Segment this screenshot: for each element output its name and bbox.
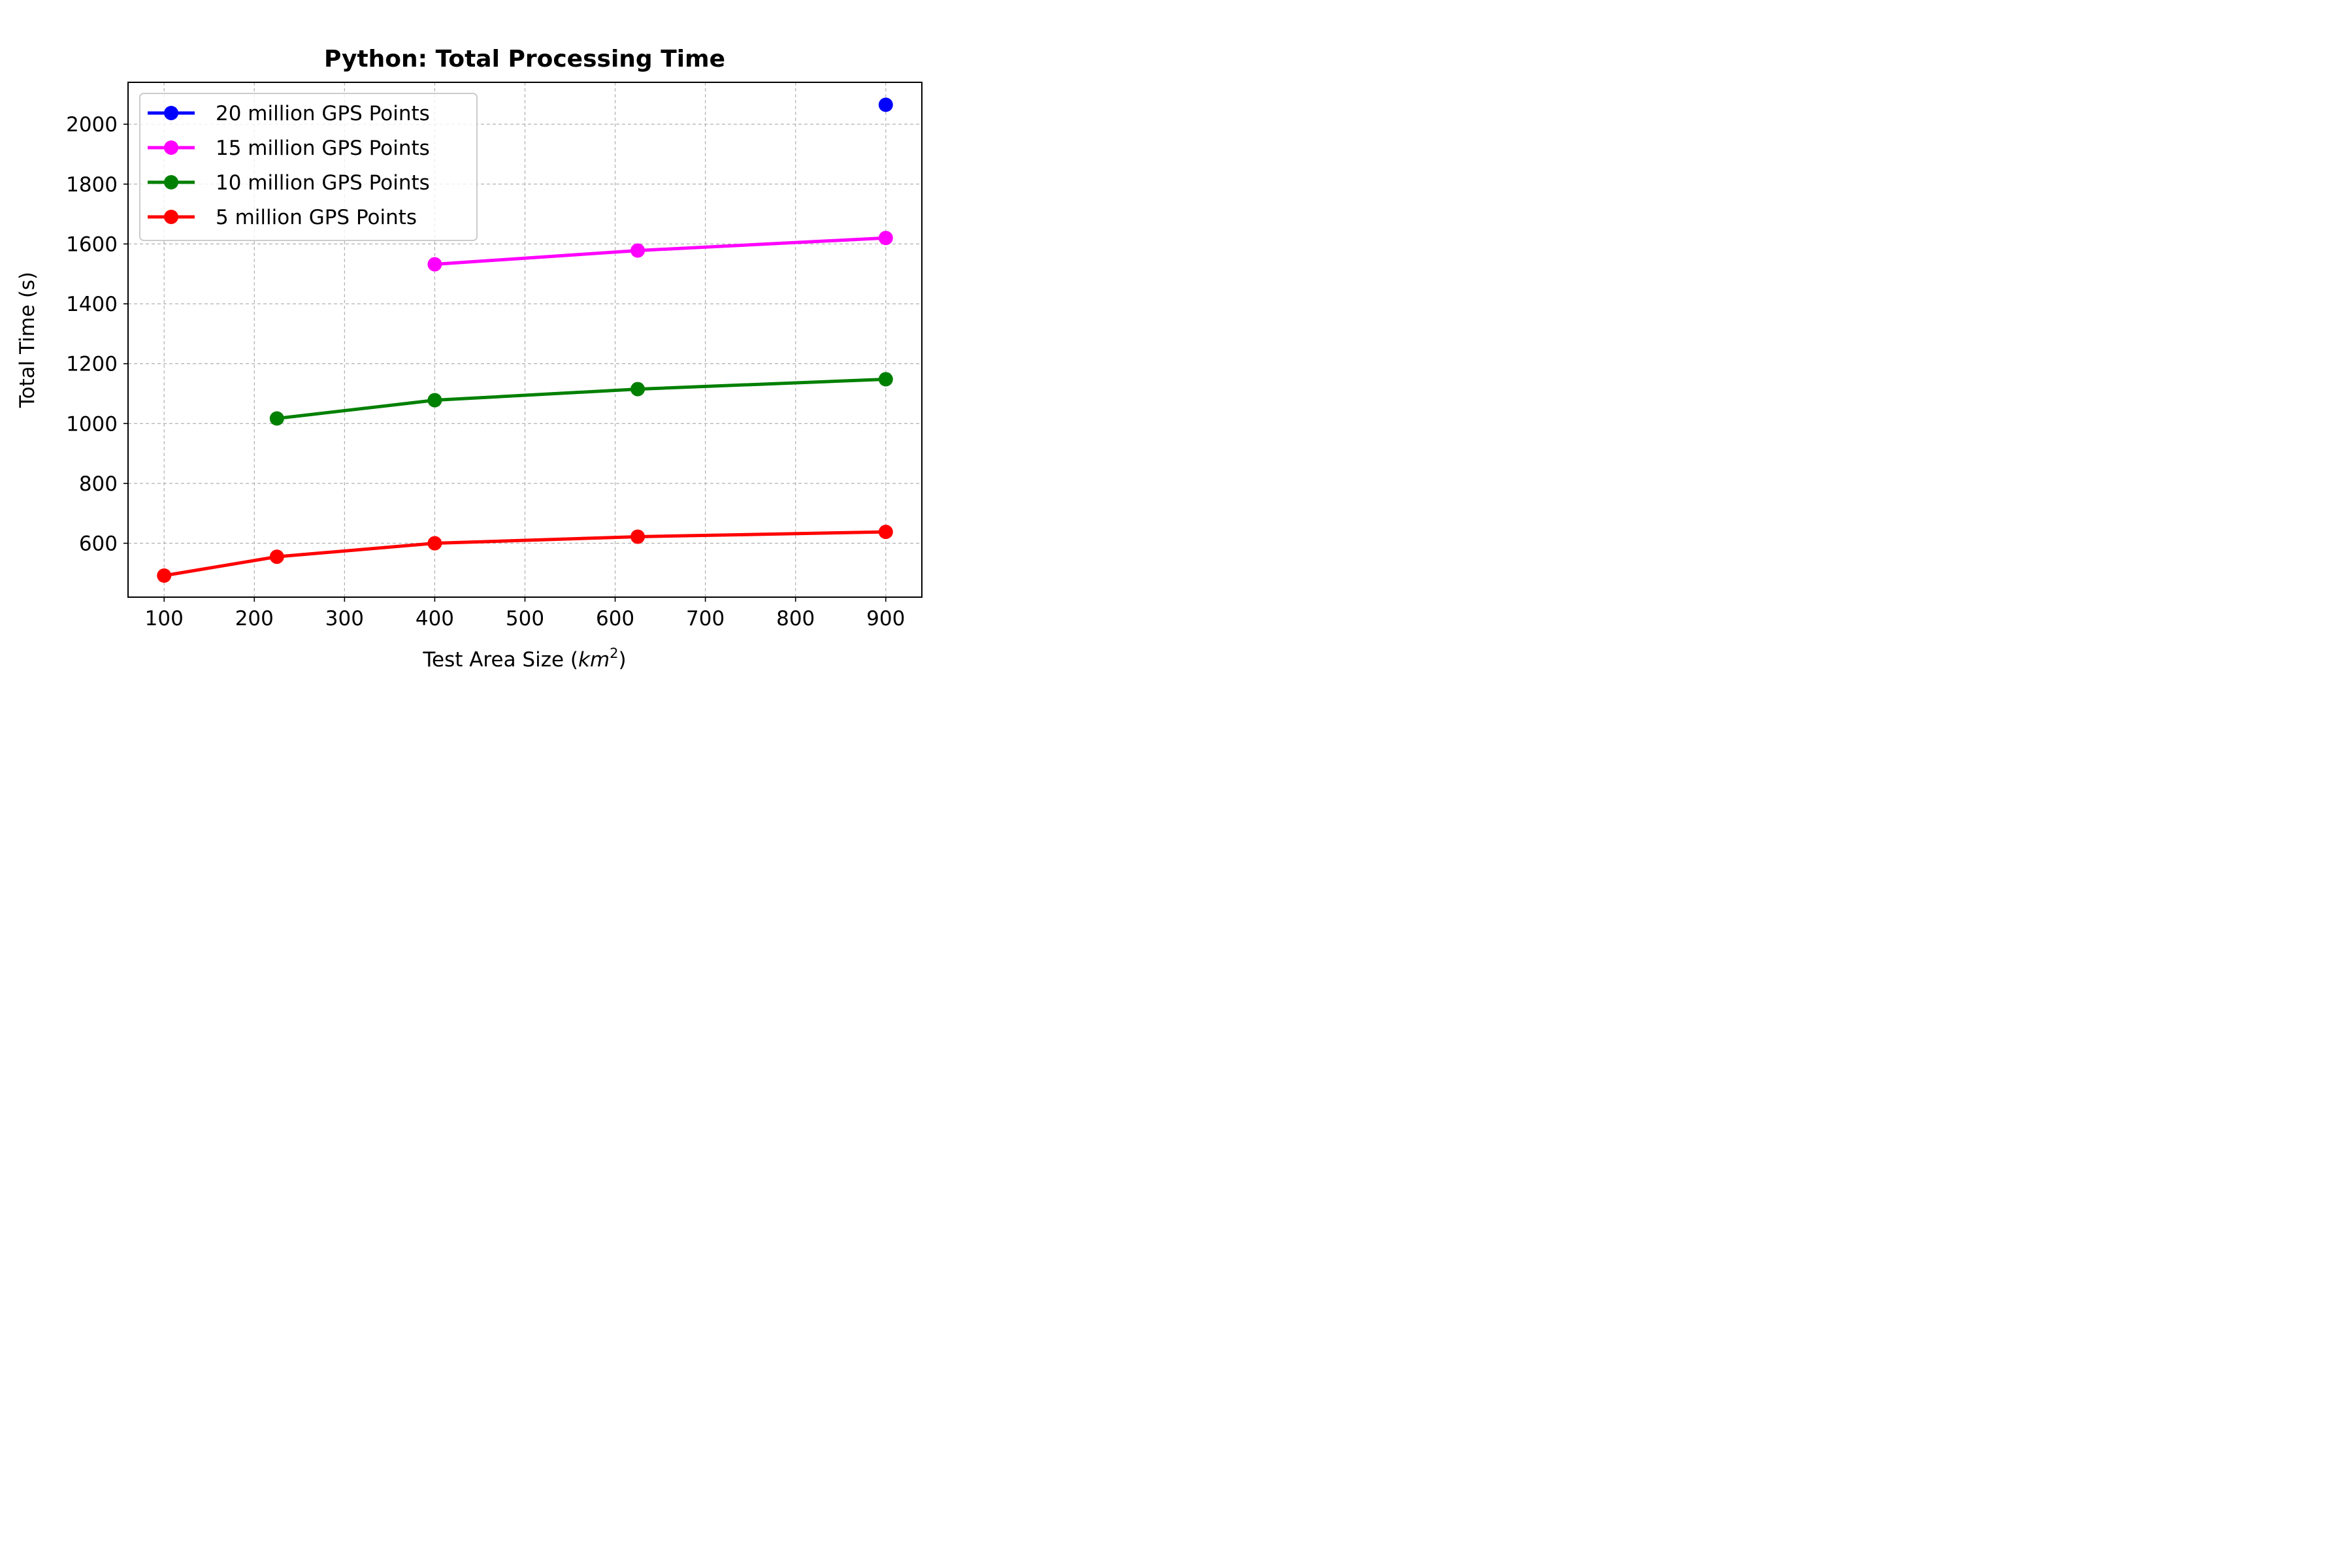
series-line: [275, 377, 888, 420]
chart-title: Python: Total Processing Time: [324, 46, 725, 73]
data-point: [878, 372, 893, 387]
tick-marks: [123, 123, 887, 602]
x-tick-label: 800: [776, 607, 815, 630]
series-line: [433, 236, 888, 267]
data-point: [878, 231, 893, 246]
x-axis-label-text: Test Area Size (: [422, 648, 578, 672]
series-layer: [157, 97, 893, 583]
y-tick-label: 2000: [66, 113, 118, 137]
y-tick-label: 1600: [66, 233, 118, 256]
y-axis-label: Total Time (s): [16, 272, 39, 408]
data-point: [878, 97, 893, 112]
legend-entry: 15 million GPS Points: [148, 137, 430, 160]
legend-entry: 20 million GPS Points: [148, 102, 430, 125]
legend-marker: [164, 175, 178, 189]
y-tick-label: 1200: [66, 353, 118, 376]
data-point: [630, 529, 645, 544]
legend-marker: [164, 106, 178, 120]
data-point: [269, 411, 284, 426]
series-2: [269, 372, 893, 426]
legend-entry: 10 million GPS Points: [148, 171, 430, 195]
x-tick-label: 500: [506, 607, 544, 630]
legend-label: 5 million GPS Points: [216, 206, 417, 229]
x-axis-label: Test Area Size (km2): [422, 645, 626, 672]
legend-entry: 5 million GPS Points: [148, 206, 417, 229]
legend-label: 20 million GPS Points: [216, 102, 430, 125]
y-tick-label: 1800: [66, 173, 118, 197]
x-tick-label: 400: [416, 607, 454, 630]
x-tick-label: 200: [235, 607, 274, 630]
series-1: [427, 231, 893, 272]
legend-marker: [164, 210, 178, 224]
data-point: [269, 549, 284, 564]
y-tick-label: 1000: [66, 412, 118, 436]
legend: 20 million GPS Points 15 million GPS Poin…: [139, 93, 478, 241]
x-tick-labels: 100 200 300 400 500 600 700 800 900: [145, 607, 906, 630]
x-tick-label: 300: [325, 607, 364, 630]
x-tick-label: 700: [686, 607, 725, 630]
legend-label: 10 million GPS Points: [216, 171, 430, 195]
data-point: [630, 382, 645, 397]
y-tick-label: 600: [79, 532, 118, 556]
y-tick-label: 800: [79, 472, 118, 496]
x-axis-label-close: ): [619, 648, 627, 672]
y-tick-label: 1400: [66, 293, 118, 316]
data-point: [427, 536, 442, 551]
x-tick-label: 600: [596, 607, 634, 630]
legend-label: 15 million GPS Points: [216, 137, 430, 160]
data-point: [427, 257, 442, 272]
legend-box: [139, 93, 478, 241]
x-axis-label-exponent: 2: [610, 645, 618, 661]
data-point: [630, 243, 645, 258]
series-0: [878, 97, 893, 112]
line-chart: 100 200 300 400 500 600 700 800 900 600 800 1000 12…: [16, 46, 923, 672]
legend-marker: [164, 140, 178, 155]
x-axis-label-unit: km: [578, 648, 610, 672]
x-tick-label: 900: [866, 607, 905, 630]
series-3: [157, 525, 893, 583]
data-point: [427, 393, 442, 408]
data-point: [878, 525, 893, 540]
y-tick-labels: 600 800 1000 1200 1400 1600 1800 2000: [66, 113, 118, 555]
x-tick-label: 100: [145, 607, 184, 630]
data-point: [157, 568, 172, 583]
